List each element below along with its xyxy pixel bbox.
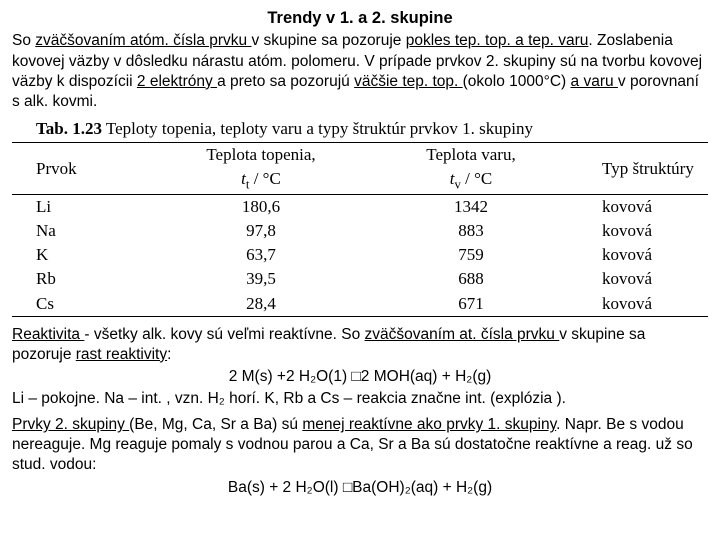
- text: :: [167, 346, 171, 363]
- underlined-text: menej reaktívne ako prvky 1. skupiny: [302, 416, 556, 433]
- col-header-tv-2: tv / °C: [362, 167, 562, 194]
- col-header-tt-1: Teplota topenia,: [142, 143, 362, 168]
- cell-ty: kovová: [562, 267, 708, 291]
- data-table: Prvok Teplota topenia, Teplota varu, Typ…: [12, 142, 708, 317]
- underlined-text: Prvky 2. skupiny: [12, 416, 129, 433]
- underlined-text: rast reaktivity: [76, 346, 167, 363]
- text: (okolo 1000°C): [463, 73, 571, 90]
- table-row: Cs28,4671kovová: [12, 292, 708, 317]
- paragraph-group2: Prvky 2. skupiny (Be, Mg, Ca, Sr a Ba) s…: [12, 415, 708, 475]
- text: (Be, Mg, Ca, Sr a Ba) sú: [129, 416, 302, 433]
- col-header-type: Typ štruktúry: [562, 143, 708, 195]
- cell-el: Li: [12, 195, 142, 220]
- cell-el: Cs: [12, 292, 142, 317]
- cell-tt: 97,8: [142, 219, 362, 243]
- cell-ty: kovová: [562, 292, 708, 317]
- table-row: K63,7759kovová: [12, 243, 708, 267]
- underlined-text: zväčšovaním at. čísla prvku: [365, 326, 560, 343]
- cell-tv: 883: [362, 219, 562, 243]
- text: / °C: [461, 169, 492, 188]
- text: v skupine sa pozoruje: [251, 32, 405, 49]
- page-title: Trendy v 1. a 2. skupine: [12, 8, 708, 29]
- paragraph-reactivity: Reaktivita - všetky alk. kovy sú veľmi r…: [12, 325, 708, 365]
- underlined-text: Reaktivita: [12, 326, 84, 343]
- paragraph-3: Li – pokojne. Na – int. , vzn. H₂ horí. …: [12, 389, 708, 409]
- text: a preto sa pozorujú: [217, 73, 354, 90]
- underlined-text: a varu: [571, 73, 618, 90]
- cell-ty: kovová: [562, 195, 708, 220]
- cell-el: Rb: [12, 267, 142, 291]
- table-row: Na97,8883kovová: [12, 219, 708, 243]
- cell-tt: 63,7: [142, 243, 362, 267]
- table-caption: Tab. 1.23 Teploty topenia, teploty varu …: [12, 118, 708, 140]
- paragraph-1: So zväčšovaním atóm. čísla prvku v skupi…: [12, 31, 708, 112]
- equation-2: Ba(s) + 2 H₂O(l) □Ba(OH)₂(aq) + H₂(g): [12, 478, 708, 498]
- cell-ty: kovová: [562, 243, 708, 267]
- cell-el: Na: [12, 219, 142, 243]
- col-header-tt-2: tt / °C: [142, 167, 362, 194]
- underlined-text: zväčšovaním atóm. čísla prvku: [35, 32, 251, 49]
- cell-tt: 180,6: [142, 195, 362, 220]
- text: / °C: [249, 169, 280, 188]
- cell-tt: 28,4: [142, 292, 362, 317]
- caption-label: Tab. 1.23: [36, 119, 102, 138]
- cell-tv: 1342: [362, 195, 562, 220]
- cell-el: K: [12, 243, 142, 267]
- col-header-tv-1: Teplota varu,: [362, 143, 562, 168]
- col-header-element: Prvok: [12, 143, 142, 195]
- equation-1: 2 M(s) +2 H₂O(1) □2 MOH(aq) + H₂(g): [12, 367, 708, 387]
- underlined-text: väčšie tep. top.: [354, 73, 463, 90]
- text: So: [12, 32, 35, 49]
- caption-text: Teploty topenia, teploty varu a typy štr…: [102, 119, 533, 138]
- underlined-text: pokles tep. top. a tep. varu: [406, 32, 589, 49]
- table-row: Li180,61342kovová: [12, 195, 708, 220]
- cell-tv: 688: [362, 267, 562, 291]
- table-block: Tab. 1.23 Teploty topenia, teploty varu …: [12, 118, 708, 317]
- text: - všetky alk. kovy sú veľmi reaktívne. S…: [84, 326, 364, 343]
- cell-ty: kovová: [562, 219, 708, 243]
- table-row: Rb39,5688kovová: [12, 267, 708, 291]
- underlined-text: 2 elektróny: [137, 73, 217, 90]
- cell-tv: 671: [362, 292, 562, 317]
- cell-tt: 39,5: [142, 267, 362, 291]
- cell-tv: 759: [362, 243, 562, 267]
